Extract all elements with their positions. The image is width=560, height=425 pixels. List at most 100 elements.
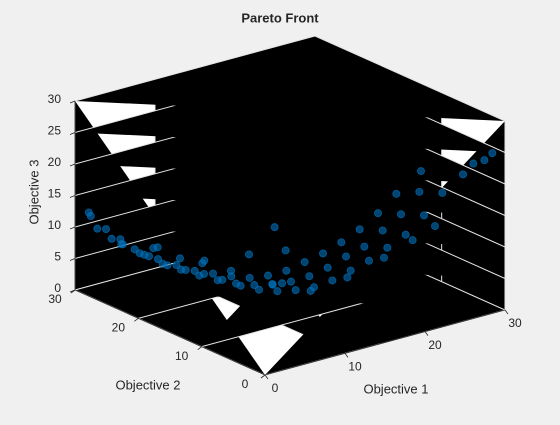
y-tick-label: 10: [175, 349, 189, 363]
point: [392, 189, 401, 198]
point: [190, 266, 199, 275]
point: [245, 273, 254, 282]
point: [270, 223, 279, 232]
point: [383, 243, 392, 252]
z-tick: [69, 226, 76, 230]
x-tick-label: 0: [272, 381, 279, 395]
point: [281, 246, 290, 255]
point: [231, 279, 240, 288]
point: [200, 256, 209, 265]
point: [213, 276, 222, 285]
z-tick-label: 20: [48, 155, 62, 169]
chart-title: Pareto Front: [241, 10, 319, 25]
point: [341, 252, 350, 261]
point: [86, 212, 95, 221]
point: [346, 266, 355, 275]
point: [419, 211, 428, 220]
point: [360, 242, 369, 251]
point: [323, 263, 332, 272]
point: [306, 286, 315, 295]
point: [254, 285, 263, 294]
z-tick: [69, 163, 76, 167]
point: [438, 188, 447, 197]
point: [469, 159, 478, 168]
y-tick-label: 20: [112, 321, 126, 335]
y-axis-label: Objective 2: [115, 377, 180, 392]
x-tick: [504, 309, 509, 315]
point: [337, 238, 346, 247]
point: [286, 277, 295, 286]
z-tick-label: 25: [48, 124, 62, 138]
point: [195, 271, 204, 280]
point: [175, 254, 184, 263]
z-tick-label: 30: [48, 92, 62, 106]
y-tick-label: 30: [48, 292, 62, 306]
z-tick-label: 15: [48, 187, 62, 201]
point: [378, 226, 387, 235]
point: [250, 281, 259, 290]
point: [153, 243, 162, 252]
point: [107, 234, 116, 243]
z-tick-label: 10: [48, 218, 62, 232]
point: [458, 170, 467, 179]
point: [488, 149, 497, 158]
point: [480, 156, 489, 165]
point: [300, 258, 309, 267]
y-tick: [197, 346, 202, 350]
point: [172, 260, 181, 269]
point: [396, 210, 405, 219]
point: [401, 230, 410, 239]
y-tick: [260, 374, 266, 379]
z-tick-label: 5: [54, 250, 61, 264]
point: [273, 287, 282, 296]
point: [415, 187, 424, 196]
point: [305, 272, 314, 281]
z-tick: [69, 195, 76, 198]
point: [355, 225, 364, 234]
point: [328, 276, 337, 285]
point: [102, 225, 111, 234]
point: [373, 209, 382, 218]
point: [291, 286, 300, 295]
z-tick: [69, 289, 76, 293]
point: [343, 273, 352, 282]
x-tick: [344, 353, 349, 358]
point: [318, 249, 327, 258]
axis-line: [74, 289, 266, 376]
point: [416, 167, 425, 176]
y-tick: [134, 318, 139, 322]
point: [176, 265, 185, 274]
point: [430, 222, 439, 231]
point: [244, 250, 253, 259]
x-tick: [264, 374, 269, 380]
point: [117, 240, 126, 249]
z-tick-label: 0: [54, 281, 61, 295]
z-tick: [69, 132, 76, 135]
point: [364, 256, 373, 265]
z-tick: [69, 100, 76, 104]
z-axis-label: Objective 3: [26, 159, 41, 224]
point: [379, 253, 388, 262]
point: [277, 279, 286, 288]
x-tick-label: 30: [508, 316, 522, 330]
z-tick: [69, 258, 76, 261]
point: [158, 259, 167, 268]
x-tick-label: 10: [348, 360, 362, 374]
point: [263, 271, 272, 280]
point: [226, 266, 235, 275]
point: [408, 236, 417, 245]
point: [268, 280, 277, 289]
x-tick-label: 20: [428, 338, 442, 352]
x-axis-label: Objective 1: [363, 381, 428, 396]
axis-line: [264, 309, 506, 376]
x-tick: [424, 331, 429, 336]
point: [135, 249, 144, 258]
grid-line: [74, 35, 506, 122]
point: [93, 224, 102, 233]
point: [153, 255, 162, 264]
point: [208, 269, 217, 278]
point: [282, 266, 291, 275]
y-tick-label: 0: [242, 377, 249, 391]
